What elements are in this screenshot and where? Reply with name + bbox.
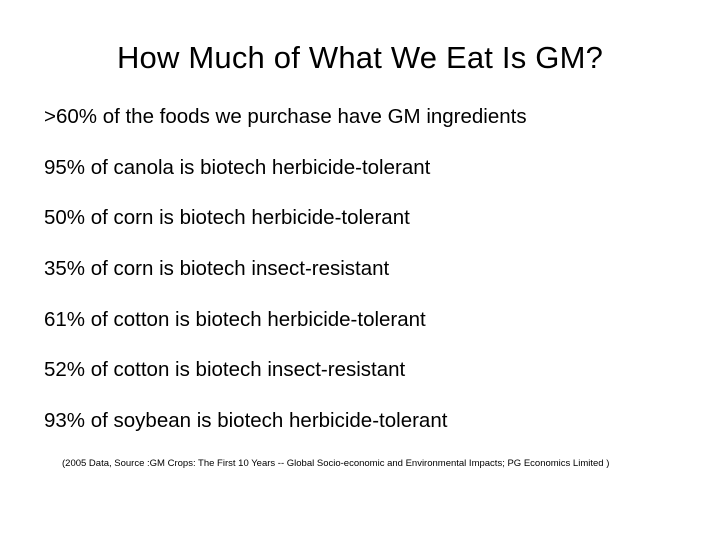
bullet-item: 95% of canola is biotech herbicide-toler… (44, 155, 676, 182)
bullet-item: 35% of corn is biotech insect-resistant (44, 256, 676, 283)
bullet-item: 50% of corn is biotech herbicide-toleran… (44, 205, 676, 232)
bullet-item: 61% of cotton is biotech herbicide-toler… (44, 307, 676, 334)
bullet-item: 93% of soybean is biotech herbicide-tole… (44, 408, 676, 435)
slide-title: How Much of What We Eat Is GM? (44, 40, 676, 76)
citation-text: (2005 Data, Source :GM Crops: The First … (62, 458, 676, 470)
bullet-item: >60% of the foods we purchase have GM in… (44, 104, 676, 131)
bullet-item: 52% of cotton is biotech insect-resistan… (44, 357, 676, 384)
slide: How Much of What We Eat Is GM? >60% of t… (0, 0, 720, 540)
